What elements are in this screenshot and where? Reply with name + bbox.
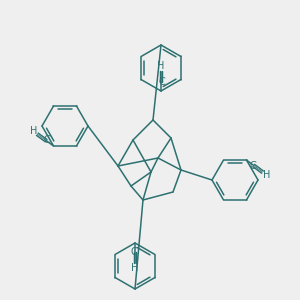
Text: H: H bbox=[131, 263, 139, 273]
Text: H: H bbox=[29, 126, 37, 136]
Text: C: C bbox=[44, 135, 50, 145]
Text: C: C bbox=[159, 77, 166, 87]
Text: H: H bbox=[157, 61, 165, 71]
Text: C: C bbox=[250, 161, 256, 171]
Text: H: H bbox=[263, 170, 270, 180]
Text: C: C bbox=[130, 247, 137, 257]
